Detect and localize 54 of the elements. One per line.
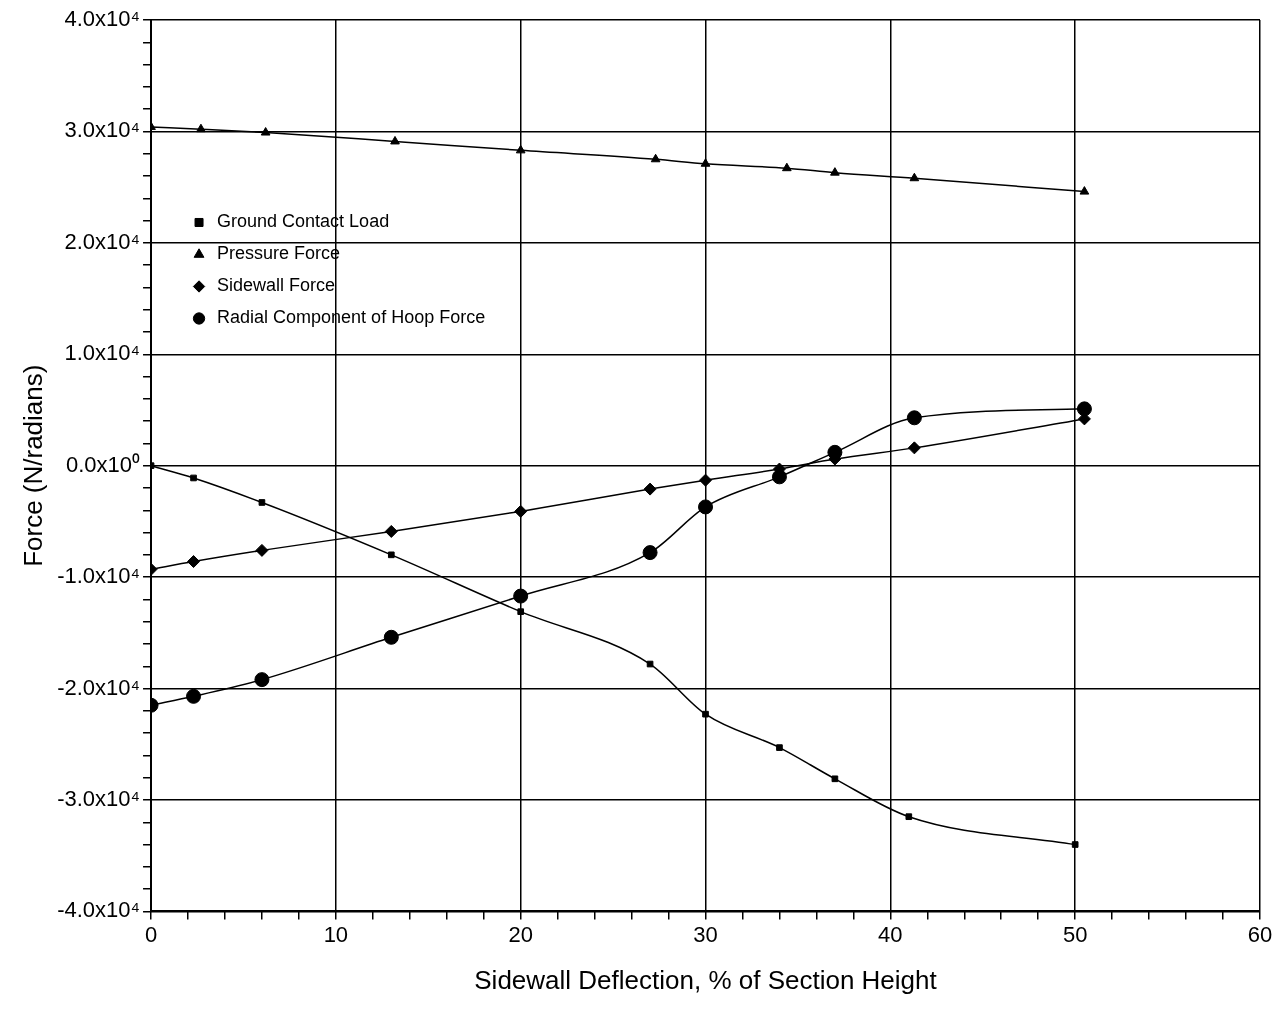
- y-tick-label: -4.0x10⁴: [57, 897, 141, 923]
- point: [650, 153, 661, 163]
- point: [698, 499, 714, 515]
- x-tick-label: 50: [1062, 921, 1088, 947]
- y-axis-title: Force (N/radians): [17, 364, 48, 567]
- point: [702, 710, 709, 718]
- legend-label: Sidewall Force: [217, 275, 336, 296]
- point: [646, 660, 654, 668]
- point: [906, 410, 922, 426]
- point: [643, 482, 657, 496]
- point: [514, 504, 528, 518]
- point: [387, 551, 395, 559]
- point: [383, 629, 399, 645]
- point: [513, 588, 529, 604]
- point: [699, 473, 713, 487]
- point: [196, 123, 206, 133]
- point: [187, 555, 201, 569]
- point: [254, 672, 270, 688]
- point: [515, 144, 526, 154]
- point: [258, 499, 266, 506]
- point: [1071, 841, 1079, 848]
- point: [909, 172, 920, 182]
- point: [831, 775, 839, 783]
- y-tick-label: 2.0x10⁴: [64, 228, 141, 254]
- point: [190, 474, 197, 482]
- point: [830, 167, 840, 176]
- point: [517, 608, 525, 615]
- point: [700, 158, 711, 167]
- point: [907, 441, 921, 455]
- point: [186, 688, 202, 704]
- point: [1076, 401, 1092, 417]
- point: [260, 127, 271, 136]
- point: [255, 543, 269, 557]
- point: [642, 545, 658, 561]
- x-tick-label: 40: [878, 921, 903, 947]
- x-tick-label: 30: [693, 921, 718, 947]
- y-tick-label: 4.0x10⁴: [64, 6, 141, 32]
- y-tick-label: -1.0x10⁴: [57, 563, 141, 589]
- x-axis-title: Sidewall Deflection, % of Section Height: [474, 964, 938, 995]
- point: [1079, 186, 1090, 195]
- x-tick-label: 0: [144, 921, 158, 947]
- point: [390, 135, 400, 145]
- y-tick-label: -3.0x10⁴: [57, 786, 141, 812]
- y-tick-label: -2.0x10⁴: [57, 674, 141, 700]
- point: [776, 744, 783, 751]
- y-tick-label: 0.0x10⁰: [65, 451, 141, 477]
- y-tick-label: 3.0x10⁴: [64, 117, 141, 143]
- point: [384, 524, 398, 538]
- x-tick-label: 20: [508, 921, 533, 947]
- point: [905, 813, 913, 821]
- y-tick-label: 1.0x10⁴: [64, 340, 141, 366]
- x-tick-label: 60: [1247, 921, 1273, 947]
- point: [782, 162, 792, 172]
- x-tick-label: 10: [323, 921, 349, 947]
